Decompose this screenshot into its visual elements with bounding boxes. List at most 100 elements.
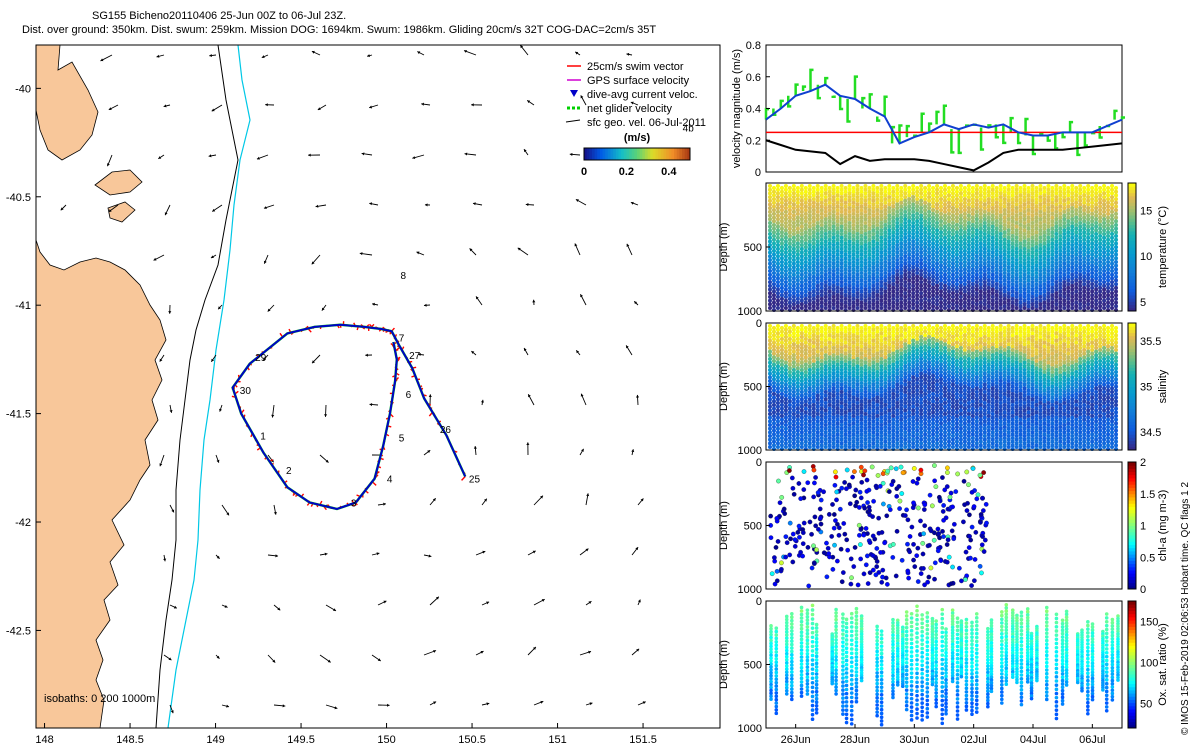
map-xtick-label: 150 [377,734,395,746]
profile-sample [903,404,908,409]
profile-sample [899,392,904,396]
profile-sample [1110,246,1115,251]
profile-sample [807,404,812,409]
profile-sample [827,414,832,418]
profile-sample [1018,252,1023,257]
net-speed-step [1002,124,1007,145]
profile-sample [1070,224,1075,229]
profile-sample [939,211,944,216]
profile-sample [1046,250,1051,255]
profile-sample [843,186,848,190]
profile-sample [990,302,995,307]
profile-sample [779,344,784,349]
sfc-arrow-head [421,102,424,106]
profile-sample [771,348,776,352]
profile-sample [887,397,892,402]
profile-sample [859,259,864,264]
profile-sample [1006,187,1011,192]
profile-sample [1086,298,1091,303]
profile-sample [943,220,947,225]
profile-sample [1042,289,1047,294]
profile-sample [911,254,916,259]
profile-sample [974,187,979,192]
profile-sample [1102,195,1107,200]
profile-sample [1070,261,1075,266]
profile-sample [771,204,776,209]
profile-sample [962,211,967,216]
sfc-arrow-head [311,50,315,54]
profile-sample [859,373,864,378]
profile-sample [807,272,812,277]
sfc-arrow-head [580,95,584,99]
profile-sample [1066,230,1071,235]
sfc-speed-line [765,139,1123,172]
profile-sample [1078,239,1083,244]
profile-sample [1074,252,1079,257]
profile-sample [883,219,888,224]
net-speed-step [816,84,821,100]
profile-sample [1010,189,1015,194]
profile-sample [986,256,991,261]
profile-sample [990,269,995,274]
profile-sample [998,232,1003,237]
profile-sample [895,386,900,391]
profile-sample [883,417,888,422]
profile-sample [839,195,844,200]
profile-sample [783,415,788,420]
profile-sample [919,257,924,262]
profile-sample [875,395,880,400]
profile-sample [1102,184,1107,188]
profile-sample [1006,243,1011,248]
profile-sample [887,202,892,207]
profile-sample [768,324,772,328]
profile-sample [895,272,900,277]
profile-sample [871,243,876,248]
profile-sample [823,445,828,449]
profile-sample [839,327,844,332]
profile-sample [923,267,928,272]
profile-sample [1110,202,1115,207]
profile-sample [799,220,804,225]
profile-sample [911,437,916,442]
profile-sample [1098,296,1103,301]
profile-sample [799,338,804,343]
profile-sample [1110,283,1115,288]
profile-sample [863,187,868,192]
profile-sample [923,271,928,276]
profile-sample [891,300,896,305]
profile-sample [994,189,999,194]
profile-sample [775,243,780,248]
profile-sample [799,382,804,387]
sfc-arrow-head [585,548,589,552]
profile-sample [775,224,780,229]
sfc-arrow-head [163,558,167,562]
profile-sample [839,272,844,277]
profile-sample [779,274,784,279]
profile-sample [791,434,796,438]
profile-sample [787,197,792,202]
profile-sample [1022,287,1027,292]
profile-sample [974,232,979,237]
profile-sample [787,222,792,227]
profile-sample [791,254,796,259]
profile-sample [915,289,920,294]
profile-sample [1054,202,1059,207]
sfc-arrow-head [527,100,531,104]
profile-sample [1014,202,1019,207]
profile-sample [815,272,820,277]
profile-sample [855,217,860,222]
profile-sample [982,235,987,240]
profile-sample [779,219,784,224]
profile-sample [851,425,856,429]
profile-sample [871,360,876,365]
profile-sample [859,304,864,309]
profile-sample [1030,298,1035,303]
profile-sample [831,209,836,214]
profile-sample [827,300,832,305]
profile-sample [1010,186,1015,190]
profile-sample [958,302,963,307]
profile-sample [803,439,808,444]
profile-sample [907,373,912,378]
profile-sample [855,265,860,270]
profile-sample [998,239,1003,244]
